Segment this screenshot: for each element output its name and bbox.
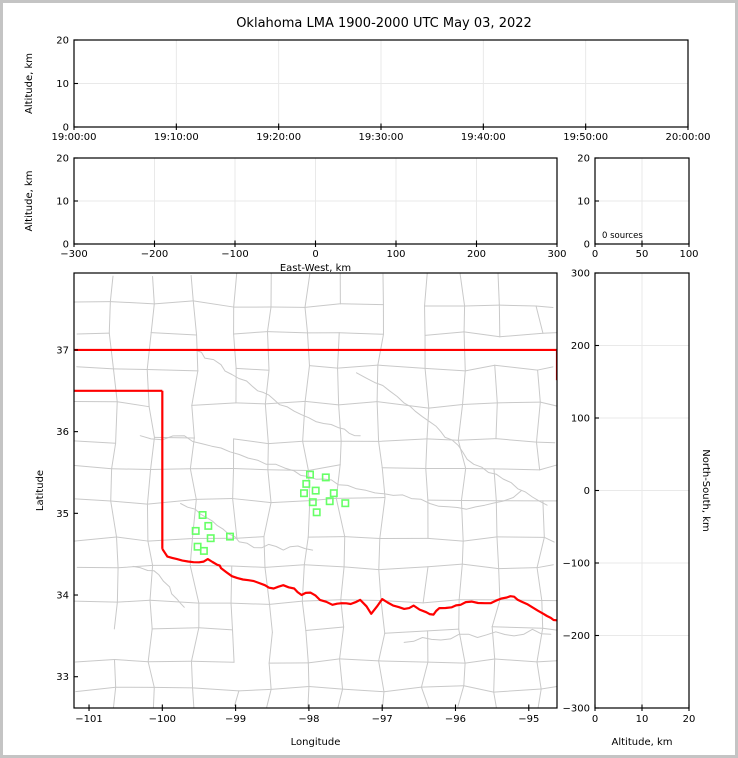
- x-tick-label: 300: [547, 249, 566, 260]
- x-tick-label: 100: [679, 249, 698, 260]
- lma-plot-canvas: 19:00:00 19:10:00 19:20:00 19:30:00 19:40:00…: [24, 36, 711, 749]
- x-tick-label: 19:10:00: [154, 132, 199, 143]
- source-marker: [193, 542, 202, 551]
- x-tick-label: 50: [636, 249, 649, 260]
- river-line: [180, 503, 314, 551]
- panel-alt-histogram: 0 50 100 0 10 20 0 sources: [577, 154, 698, 261]
- x-tick-label: −100: [149, 714, 176, 725]
- source-marker: [312, 508, 321, 517]
- x-tick-label: 0: [312, 249, 318, 260]
- source-marker: [308, 498, 317, 507]
- x-tick-label: −200: [141, 249, 168, 260]
- x-tick-label: 0: [592, 249, 598, 260]
- x-tick-label: 10: [636, 714, 649, 725]
- y-tick-label: 0: [63, 123, 69, 134]
- panel-frame-plan-view: [73, 272, 558, 709]
- y-tick-label: 20: [56, 154, 69, 165]
- y-tick-label: 35: [56, 509, 69, 520]
- y-tick-label: 200: [571, 341, 590, 352]
- y-tick-label: −100: [563, 559, 590, 570]
- x-tick-label: 19:00:00: [52, 132, 97, 143]
- source-marker: [198, 510, 207, 519]
- y-tick-label: 0: [584, 486, 590, 497]
- x-tick-label: −97: [372, 714, 393, 725]
- source-marker: [305, 470, 314, 479]
- x-tick-label: −96: [445, 714, 466, 725]
- panel-time-height: 19:00:00 19:10:00 19:20:00 19:30:00 19:40:00…: [24, 36, 710, 144]
- x-tick-label: 19:30:00: [359, 132, 404, 143]
- source-marker: [321, 473, 330, 482]
- y-tick-label: 0: [584, 240, 590, 251]
- source-marker: [341, 499, 350, 508]
- source-marker: [299, 489, 308, 498]
- x-tick-label: 20: [683, 714, 696, 725]
- x-tick-label: −100: [221, 249, 248, 260]
- x-tick-label: 19:50:00: [563, 132, 608, 143]
- x-tick-label: 19:40:00: [461, 132, 506, 143]
- river-line: [403, 628, 552, 643]
- source-marker: [204, 521, 213, 530]
- x-tick-label: −95: [518, 714, 539, 725]
- x-axis-label-ew-height: East-West, km: [280, 263, 351, 274]
- river-line: [132, 565, 185, 608]
- x-tick-label: −101: [75, 714, 102, 725]
- y-axis-label-time-height: Altitude, km: [24, 53, 35, 114]
- y-tick-label: 20: [577, 154, 590, 165]
- source-marker: [329, 489, 338, 498]
- source-marker: [226, 532, 235, 541]
- panel-ew-height: −300 −200 −100 0 100 200 300 0 10 20 East-West, km…: [24, 154, 567, 275]
- source-marker: [206, 534, 215, 543]
- y-tick-label: −200: [563, 631, 590, 642]
- y-tick-label: 100: [571, 414, 590, 425]
- county-boundaries: [74, 273, 557, 708]
- y-tick-label: 0: [63, 240, 69, 251]
- y-axis-label-ns-height: North-South, km: [700, 449, 711, 532]
- y-axis-label-plan-view: Latitude: [35, 470, 46, 511]
- panel-ns-height: 0 10 20 300 200 100 0 −100 −200 −300 Altitude, km N…: [563, 269, 711, 749]
- source-count-annotation: 0 sources: [602, 231, 643, 241]
- figure-title: Oklahoma LMA 1900-2000 UTC May 03, 2022: [236, 16, 532, 31]
- y-tick-label: 36: [56, 427, 69, 438]
- x-tick-label: 200: [467, 249, 486, 260]
- river-line: [356, 372, 548, 506]
- y-tick-label: 10: [577, 197, 590, 208]
- map-layers: [74, 273, 557, 708]
- source-marker: [191, 526, 200, 535]
- x-tick-label: −98: [298, 714, 319, 725]
- y-tick-label: 34: [56, 591, 69, 602]
- x-tick-label: −99: [225, 714, 246, 725]
- state-border: [161, 548, 557, 622]
- x-tick-label: −300: [60, 249, 87, 260]
- x-tick-label: 19:20:00: [256, 132, 301, 143]
- source-marker: [311, 486, 320, 495]
- y-tick-label: 33: [56, 672, 69, 683]
- x-axis-label-plan-view: Longitude: [291, 737, 341, 748]
- river-line: [194, 349, 361, 437]
- source-marker: [302, 479, 311, 488]
- river-line: [139, 435, 522, 510]
- y-tick-label: 10: [56, 197, 69, 208]
- y-tick-label: −300: [563, 704, 590, 715]
- panel-plan-view: −101 −100 −99 −98 −97 −96 −95 33 34 35 36 37 Longitu…: [35, 272, 558, 748]
- x-tick-label: 20:00:00: [666, 132, 711, 143]
- y-tick-label: 10: [56, 79, 69, 90]
- x-tick-label: 0: [592, 714, 598, 725]
- y-tick-label: 37: [56, 345, 69, 356]
- source-marker: [325, 497, 334, 506]
- y-tick-label: 20: [56, 36, 69, 47]
- y-tick-label: 300: [571, 269, 590, 280]
- y-axis-label-ew-height: Altitude, km: [24, 171, 35, 232]
- x-tick-label: 100: [386, 249, 405, 260]
- source-marker: [199, 546, 208, 555]
- x-axis-label-ns-height: Altitude, km: [612, 737, 673, 748]
